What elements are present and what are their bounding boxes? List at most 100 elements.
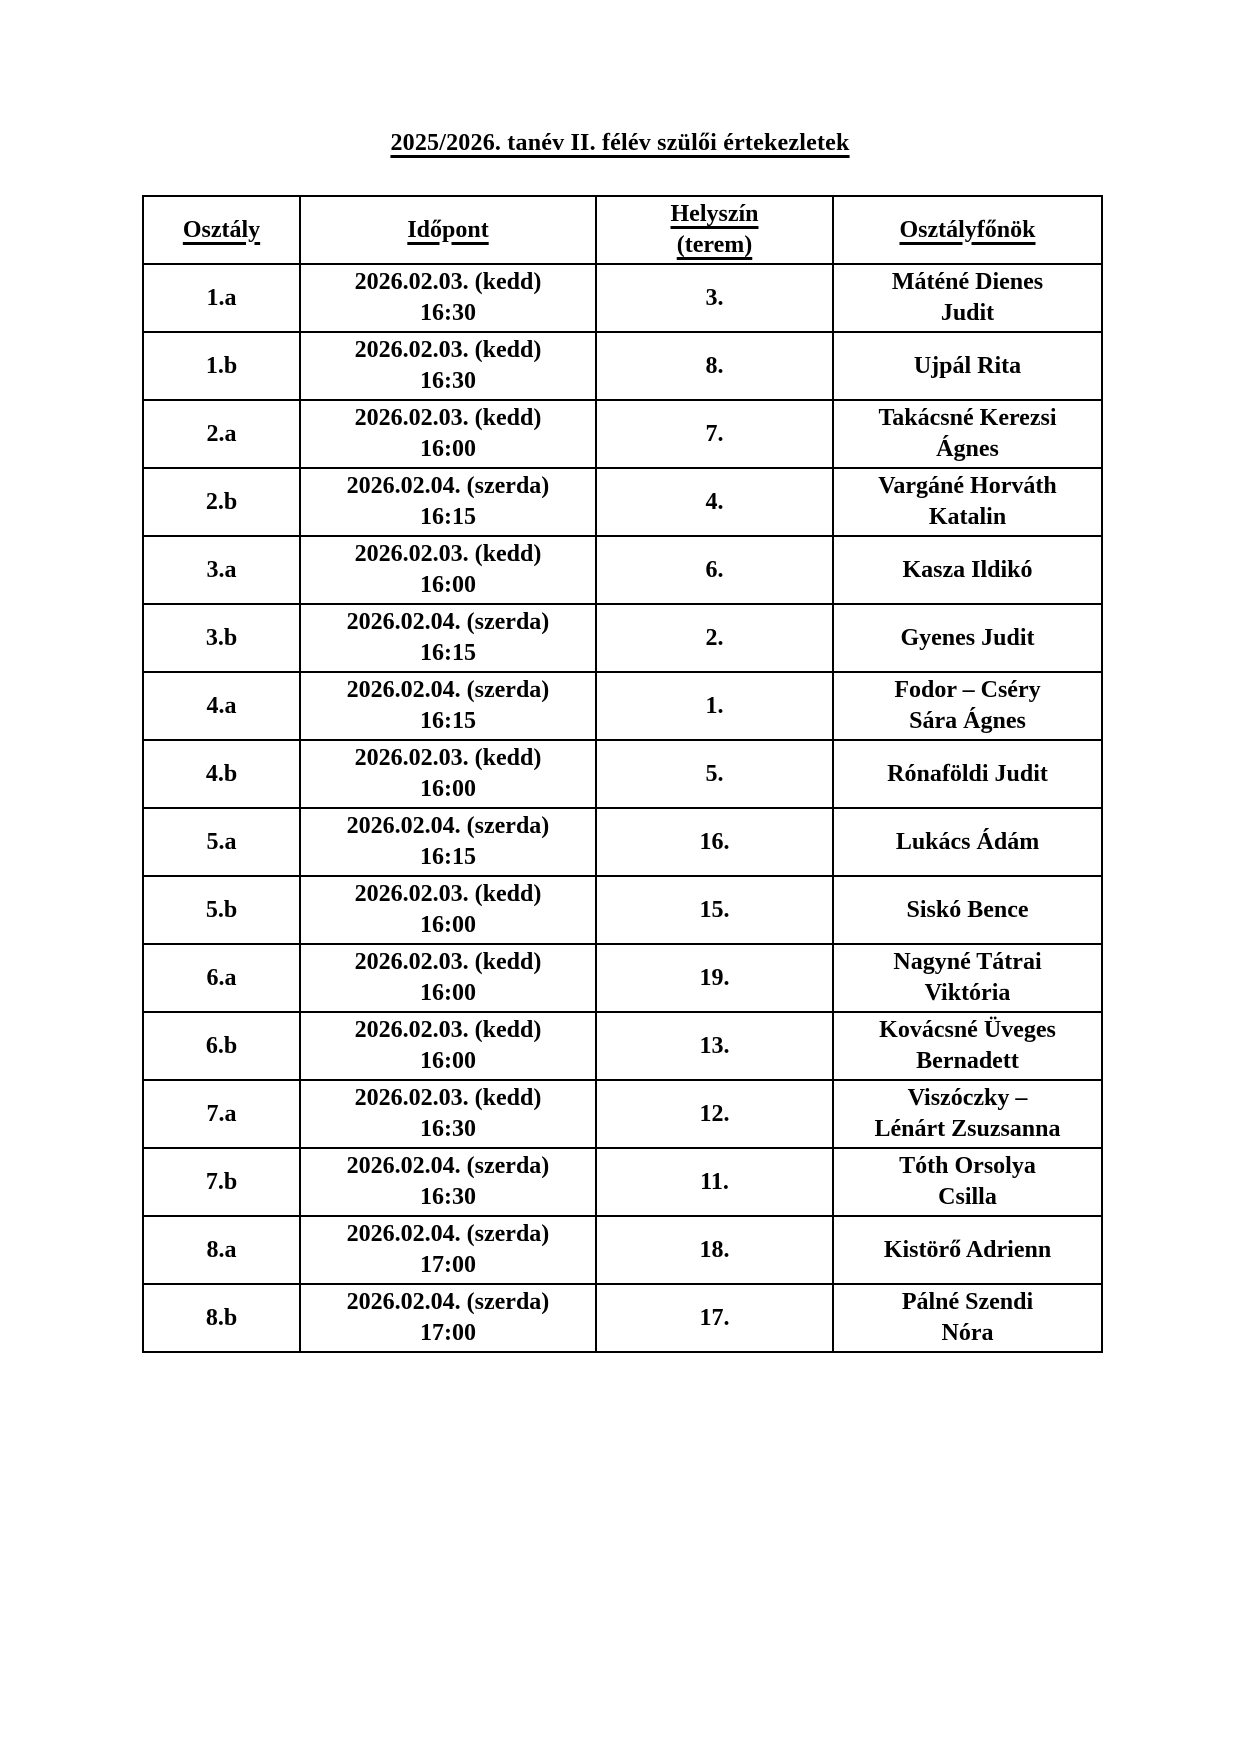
- time-line: 16:00: [420, 436, 476, 462]
- class-cell: 7.b: [142, 1147, 301, 1217]
- teacher-name: Kovácsné Üveges Bernadett: [879, 1017, 1056, 1074]
- time-cell: 2026.02.03. (kedd) 16:30: [299, 1079, 597, 1149]
- room-cell: 8.: [595, 331, 834, 401]
- class-cell: 7.a: [142, 1079, 301, 1149]
- table-row: 5.a 2026.02.04. (szerda) 16:15 16. Lukác…: [142, 807, 1103, 877]
- teacher-cell: Pálné Szendi Nóra: [832, 1283, 1103, 1353]
- teacher-cell: Tóth Orsolya Csilla: [832, 1147, 1103, 1217]
- date-line: 2026.02.03. (kedd): [354, 1085, 542, 1111]
- teacher-cell: Nagyné Tátrai Viktória: [832, 943, 1103, 1013]
- date-line: 2026.02.03. (kedd): [354, 541, 542, 567]
- time-line: 16:00: [420, 1048, 476, 1074]
- time-line: 16:15: [420, 844, 476, 870]
- teacher-name: Tóth Orsolya Csilla: [899, 1153, 1036, 1210]
- time-line: 16:00: [420, 572, 476, 598]
- teacher-name: Vargáné Horváth Katalin: [878, 473, 1057, 530]
- class-cell: 5.a: [142, 807, 301, 877]
- class-cell: 8.b: [142, 1283, 301, 1353]
- header-location: Helyszín (terem): [595, 195, 834, 265]
- teacher-name: Viszóczky – Lénárt Zsuzsanna: [874, 1085, 1061, 1142]
- header-class: Osztály: [142, 195, 301, 265]
- table-row: 6.b 2026.02.03. (kedd) 16:00 13. Kovácsn…: [142, 1011, 1103, 1081]
- time-cell: 2026.02.04. (szerda) 16:30: [299, 1147, 597, 1217]
- table-row: 4.a 2026.02.04. (szerda) 16:15 1. Fodor …: [142, 671, 1103, 741]
- teacher-cell: Vargáné Horváth Katalin: [832, 467, 1103, 537]
- class-cell: 1.a: [142, 263, 301, 333]
- room-cell: 13.: [595, 1011, 834, 1081]
- table-row: 6.a 2026.02.03. (kedd) 16:00 19. Nagyné …: [142, 943, 1103, 1013]
- page-title: 2025/2026. tanév II. félév szülői érteke…: [0, 0, 1240, 157]
- time-cell: 2026.02.03. (kedd) 16:30: [299, 263, 597, 333]
- room-cell: 17.: [595, 1283, 834, 1353]
- header-location-line2: (terem): [676, 232, 753, 258]
- date-line: 2026.02.04. (szerda): [346, 813, 550, 839]
- date-line: 2026.02.04. (szerda): [346, 473, 550, 499]
- date-line: 2026.02.03. (kedd): [354, 1017, 542, 1043]
- date-line: 2026.02.04. (szerda): [346, 609, 550, 635]
- room-cell: 18.: [595, 1215, 834, 1285]
- room-cell: 1.: [595, 671, 834, 741]
- room-cell: 19.: [595, 943, 834, 1013]
- teacher-cell: Kistörő Adrienn: [832, 1215, 1103, 1285]
- class-cell: 3.a: [142, 535, 301, 605]
- header-location-line1: Helyszín: [670, 201, 759, 227]
- teacher-cell: Kovácsné Üveges Bernadett: [832, 1011, 1103, 1081]
- date-line: 2026.02.03. (kedd): [354, 745, 542, 771]
- teacher-cell: Kasza Ildikó: [832, 535, 1103, 605]
- date-line: 2026.02.03. (kedd): [354, 337, 542, 363]
- header-time: Időpont: [299, 195, 597, 265]
- table-row: 5.b 2026.02.03. (kedd) 16:00 15. Siskó B…: [142, 875, 1103, 945]
- time-line: 16:30: [420, 300, 476, 326]
- time-cell: 2026.02.04. (szerda) 16:15: [299, 467, 597, 537]
- date-line: 2026.02.03. (kedd): [354, 881, 542, 907]
- class-cell: 4.a: [142, 671, 301, 741]
- date-line: 2026.02.04. (szerda): [346, 1153, 550, 1179]
- time-cell: 2026.02.04. (szerda) 17:00: [299, 1215, 597, 1285]
- class-cell: 2.b: [142, 467, 301, 537]
- time-line: 16:15: [420, 504, 476, 530]
- teacher-cell: Rónaföldi Judit: [832, 739, 1103, 809]
- date-line: 2026.02.04. (szerda): [346, 1289, 550, 1315]
- class-cell: 1.b: [142, 331, 301, 401]
- header-teacher: Osztályfőnök: [832, 195, 1103, 265]
- table-body: 1.a 2026.02.03. (kedd) 16:30 3. Máténé D…: [142, 263, 1103, 1353]
- time-cell: 2026.02.03. (kedd) 16:30: [299, 331, 597, 401]
- teacher-name: Fodor – Cséry Sára Ágnes: [894, 677, 1041, 734]
- teacher-cell: Viszóczky – Lénárt Zsuzsanna: [832, 1079, 1103, 1149]
- table-row: 1.a 2026.02.03. (kedd) 16:30 3. Máténé D…: [142, 263, 1103, 333]
- time-cell: 2026.02.03. (kedd) 16:00: [299, 535, 597, 605]
- time-line: 17:00: [420, 1320, 476, 1346]
- time-line: 16:30: [420, 368, 476, 394]
- room-cell: 15.: [595, 875, 834, 945]
- table-row: 1.b 2026.02.03. (kedd) 16:30 8. Ujpál Ri…: [142, 331, 1103, 401]
- class-cell: 8.a: [142, 1215, 301, 1285]
- table-row: 7.b 2026.02.04. (szerda) 16:30 11. Tóth …: [142, 1147, 1103, 1217]
- time-line: 16:15: [420, 708, 476, 734]
- table-row: 4.b 2026.02.03. (kedd) 16:00 5. Rónaföld…: [142, 739, 1103, 809]
- room-cell: 16.: [595, 807, 834, 877]
- time-cell: 2026.02.04. (szerda) 16:15: [299, 807, 597, 877]
- room-cell: 3.: [595, 263, 834, 333]
- teacher-name: Siskó Bence: [906, 896, 1029, 923]
- table-row: 3.a 2026.02.03. (kedd) 16:00 6. Kasza Il…: [142, 535, 1103, 605]
- table-row: 3.b 2026.02.04. (szerda) 16:15 2. Gyenes…: [142, 603, 1103, 673]
- room-cell: 12.: [595, 1079, 834, 1149]
- date-line: 2026.02.04. (szerda): [346, 677, 550, 703]
- teacher-cell: Takácsné Kerezsi Ágnes: [832, 399, 1103, 469]
- teacher-name: Takácsné Kerezsi Ágnes: [878, 405, 1057, 462]
- table-row: 8.b 2026.02.04. (szerda) 17:00 17. Pálné…: [142, 1283, 1103, 1353]
- time-line: 16:00: [420, 980, 476, 1006]
- time-cell: 2026.02.03. (kedd) 16:00: [299, 739, 597, 809]
- date-line: 2026.02.03. (kedd): [354, 949, 542, 975]
- room-cell: 2.: [595, 603, 834, 673]
- class-cell: 3.b: [142, 603, 301, 673]
- time-cell: 2026.02.03. (kedd) 16:00: [299, 399, 597, 469]
- teacher-name: Máténé Dienes Judit: [891, 269, 1044, 326]
- time-line: 16:15: [420, 640, 476, 666]
- time-line: 16:00: [420, 776, 476, 802]
- schedule-table: Osztály Időpont Helyszín (terem) Osztályf…: [142, 195, 1103, 1353]
- date-line: 2026.02.03. (kedd): [354, 405, 542, 431]
- teacher-cell: Ujpál Rita: [832, 331, 1103, 401]
- teacher-name: Gyenes Judit: [900, 624, 1035, 651]
- table-row: 2.a 2026.02.03. (kedd) 16:00 7. Takácsné…: [142, 399, 1103, 469]
